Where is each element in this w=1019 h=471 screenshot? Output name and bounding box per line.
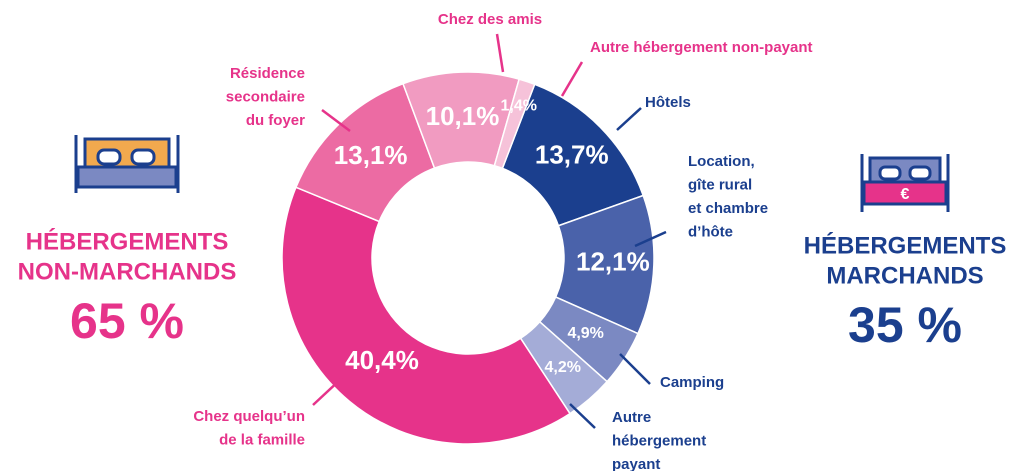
value-label: 40,4% <box>345 345 419 375</box>
leader-line <box>569 403 596 429</box>
category-label: Autre hébergement payant <box>612 409 706 471</box>
value-label: 10,1% <box>426 101 500 131</box>
group-name: HÉBERGEMENTS <box>26 227 229 255</box>
category-label: Hôtels <box>645 94 691 111</box>
leader-line <box>495 33 505 73</box>
bed-icon: € <box>860 154 950 212</box>
leader-line <box>634 230 667 248</box>
leader-line <box>321 109 351 132</box>
category-label: Location, gîte rural et chambre d’hôte <box>688 153 768 241</box>
group-share: 35 % <box>848 297 962 353</box>
donut-segment <box>493 78 536 170</box>
category-label: Camping <box>660 374 724 391</box>
value-label: 13,1% <box>334 140 408 170</box>
leader-line <box>619 353 651 385</box>
group-name: MARCHANDS <box>826 262 983 289</box>
donut-segment <box>281 186 571 445</box>
category-label: Chez des amis <box>438 11 542 28</box>
leader-line <box>616 107 642 131</box>
bed-icon <box>74 135 180 193</box>
group-share: 65 % <box>70 293 184 349</box>
value-label: 1,4% <box>500 97 536 114</box>
leader-line <box>560 61 584 97</box>
value-label: 13,7% <box>535 140 609 170</box>
svg-text:€: € <box>901 186 910 203</box>
group-name: HÉBERGEMENTS <box>804 231 1007 259</box>
category-label: Autre hébergement non-payant <box>590 39 813 56</box>
value-label: 4,2% <box>545 359 581 376</box>
category-label: Chez quelqu’un de la famille <box>193 408 305 449</box>
leader-line <box>312 377 343 406</box>
value-label: 12,1% <box>576 246 650 276</box>
group-name: NON-MARCHANDS <box>18 258 237 285</box>
category-label: Résidence secondaire du foyer <box>226 65 305 129</box>
value-label: 4,9% <box>567 325 603 342</box>
